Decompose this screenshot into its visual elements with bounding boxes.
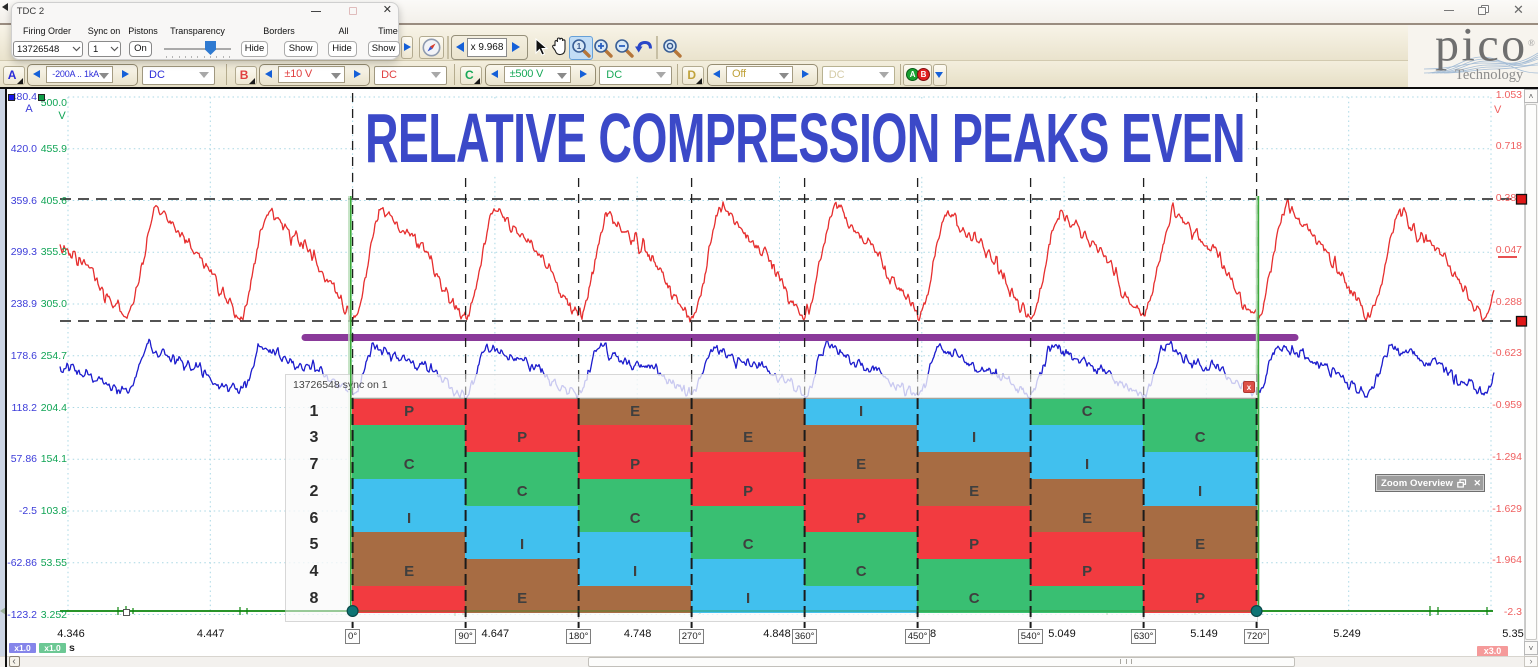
svg-text:pico: pico [1435, 24, 1528, 72]
svg-text:Technology: Technology [1455, 67, 1524, 83]
svg-text:1: 1 [577, 42, 582, 51]
svg-text:®: ® [1528, 38, 1535, 48]
